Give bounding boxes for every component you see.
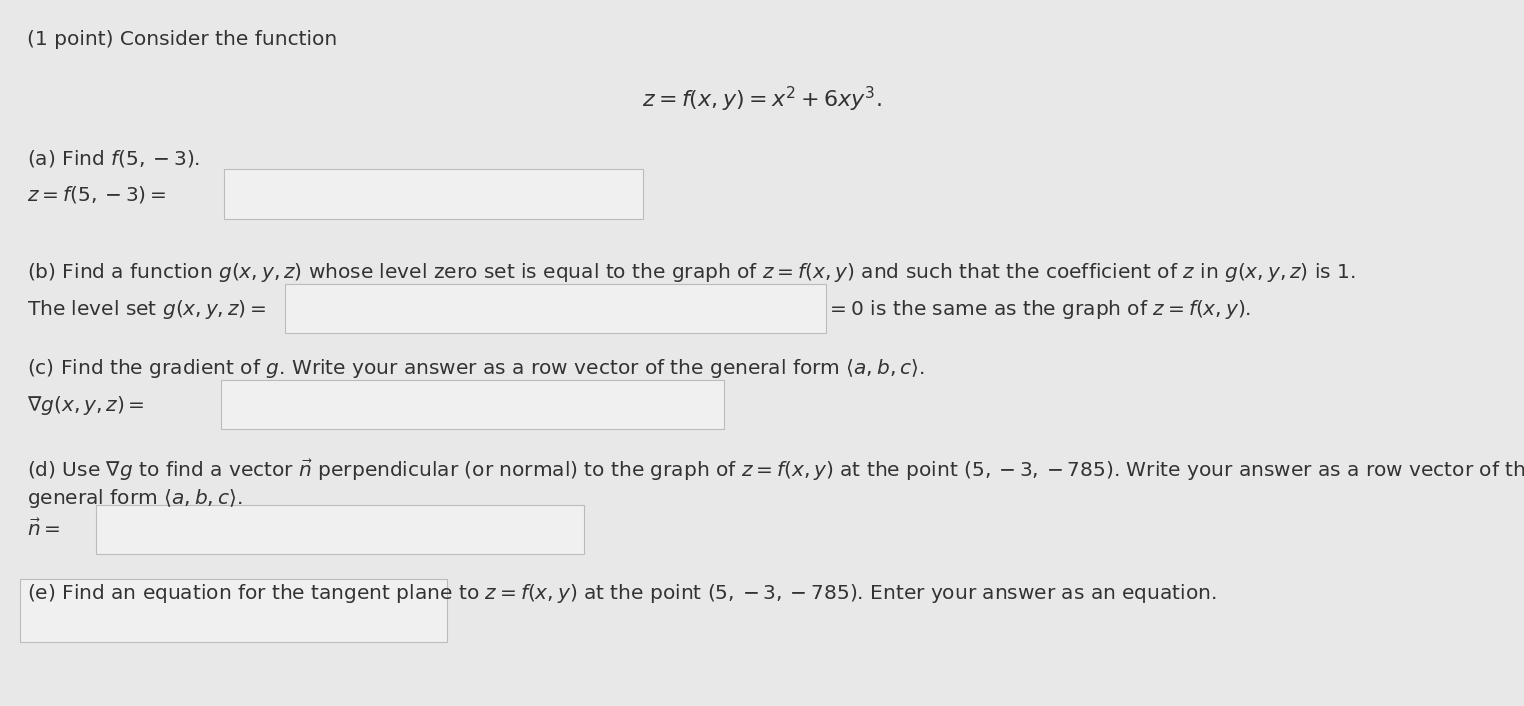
- Text: $\nabla g(x, y, z) =$: $\nabla g(x, y, z) =$: [27, 394, 145, 417]
- FancyBboxPatch shape: [221, 380, 724, 429]
- Text: $z = f(x, y) = x^2 + 6xy^3.$: $z = f(x, y) = x^2 + 6xy^3.$: [642, 85, 882, 114]
- Text: (1 point) Consider the function: (1 point) Consider the function: [27, 30, 338, 49]
- Text: $= 0$ is the same as the graph of $z = f(x, y)$.: $= 0$ is the same as the graph of $z = f…: [826, 298, 1251, 321]
- Text: (b) Find a function $g(x, y, z)$ whose level zero set is equal to the graph of $: (b) Find a function $g(x, y, z)$ whose l…: [27, 261, 1356, 285]
- Text: (d) Use $\nabla g$ to find a vector $\vec{n}$ perpendicular (or normal) to the g: (d) Use $\nabla g$ to find a vector $\ve…: [27, 457, 1524, 483]
- FancyBboxPatch shape: [224, 169, 643, 219]
- Text: (a) Find $f(5, -3)$.: (a) Find $f(5, -3)$.: [27, 148, 201, 169]
- FancyBboxPatch shape: [285, 284, 826, 333]
- FancyBboxPatch shape: [96, 505, 584, 554]
- Text: (c) Find the gradient of $g$. Write your answer as a row vector of the general f: (c) Find the gradient of $g$. Write your…: [27, 357, 925, 380]
- Text: $z = f(5, -3) =$: $z = f(5, -3) =$: [27, 184, 166, 205]
- FancyBboxPatch shape: [20, 579, 447, 642]
- Text: $\vec{n} =$: $\vec{n} =$: [27, 519, 61, 540]
- Text: (e) Find an equation for the tangent plane to $z = f(x, y)$ at the point $(5, -3: (e) Find an equation for the tangent pla…: [27, 582, 1218, 606]
- Text: The level set $g(x, y, z) =$: The level set $g(x, y, z) =$: [27, 298, 267, 321]
- Text: general form $\langle a, b, c\rangle$.: general form $\langle a, b, c\rangle$.: [27, 487, 242, 510]
